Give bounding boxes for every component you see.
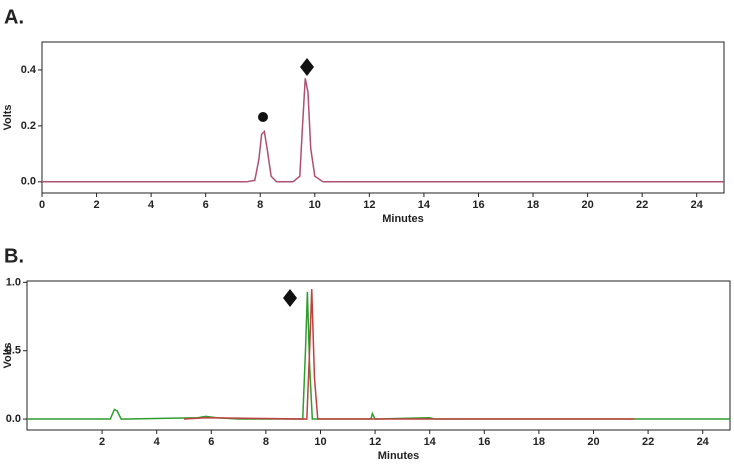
x-tick-label: 10 — [309, 199, 321, 211]
peak-marker-circle — [258, 112, 268, 122]
x-tick-label: 12 — [363, 199, 375, 211]
x-tick-label: 24 — [691, 199, 704, 211]
x-tick-label: 8 — [263, 436, 269, 448]
x-tick-label: 6 — [203, 199, 209, 211]
series-line — [183, 289, 635, 420]
x-tick-label: 8 — [257, 199, 263, 211]
panel-label: A. — [4, 6, 24, 28]
panel-label: B. — [4, 245, 24, 267]
x-tick-label: 16 — [472, 199, 484, 211]
y-tick-label: 0.5 — [6, 345, 21, 357]
x-tick-label: 0 — [39, 199, 45, 211]
x-axis-label: Minutes — [382, 213, 424, 225]
x-tick-label: 24 — [697, 436, 710, 448]
peak-marker-diamond — [300, 58, 314, 76]
x-tick-label: 22 — [636, 199, 648, 211]
y-tick-label: 1.0 — [6, 276, 21, 288]
x-tick-label: 20 — [587, 436, 599, 448]
peak-marker-diamond — [283, 289, 297, 307]
x-tick-label: 18 — [533, 436, 545, 448]
x-tick-label: 18 — [527, 199, 539, 211]
series-line — [42, 78, 724, 183]
x-tick-label: 22 — [642, 436, 654, 448]
x-tick-label: 4 — [154, 436, 161, 448]
plot-frame — [41, 41, 725, 194]
x-tick-label: 2 — [93, 199, 99, 211]
x-tick-label: 16 — [478, 436, 490, 448]
y-tick-label: 0.0 — [6, 413, 21, 425]
x-tick-label: 10 — [314, 436, 326, 448]
y-tick-label: 0.0 — [21, 176, 36, 188]
x-tick-label: 12 — [369, 436, 381, 448]
x-tick-label: 20 — [581, 199, 593, 211]
x-tick-label: 4 — [148, 199, 155, 211]
y-axis-label: Volts — [2, 342, 14, 368]
x-tick-label: 2 — [99, 436, 105, 448]
y-tick-label: 0.2 — [21, 120, 36, 132]
x-tick-label: 14 — [424, 436, 437, 448]
plot-frame — [26, 280, 731, 431]
y-axis-label: Volts — [2, 104, 14, 130]
x-axis-label: Minutes — [378, 450, 420, 462]
x-tick-label: 6 — [208, 436, 214, 448]
x-tick-label: 14 — [418, 199, 431, 211]
series-line — [27, 291, 730, 420]
y-tick-label: 0.4 — [21, 64, 37, 76]
